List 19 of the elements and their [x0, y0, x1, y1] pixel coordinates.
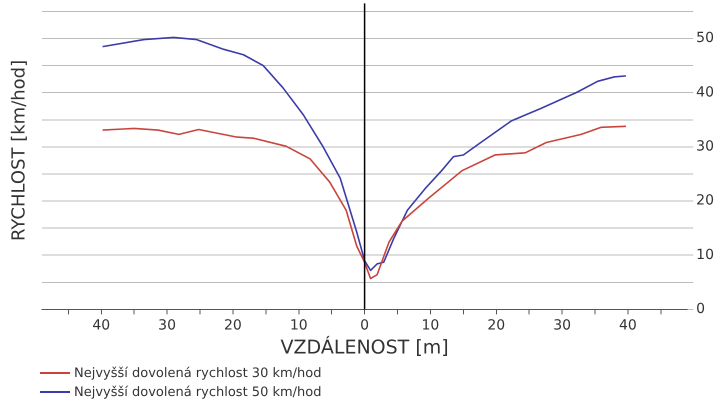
y-tick-label: 30: [696, 138, 714, 154]
x-axis-title: VZDÁLENOST [m]: [280, 336, 449, 359]
legend-label: Nejvyšší dovolená rychlost 50 km/hod: [73, 384, 322, 402]
y-tick-label: 10: [696, 246, 714, 263]
x-tick-label: 0: [360, 317, 370, 334]
x-tick-label: 10: [422, 317, 440, 334]
x-tick-label: 10: [290, 317, 308, 334]
x-tick-label: 40: [92, 317, 110, 334]
y-axis-title: RYCHLOST [km/hod]: [8, 60, 30, 241]
x-tick-label: 30: [553, 317, 572, 334]
y-tick-label: 0: [696, 301, 706, 318]
x-tick-label: 40: [619, 317, 637, 334]
y-tick-label: 40: [696, 84, 714, 100]
y-tick-label: 50: [696, 30, 714, 46]
legend-label: Nejvyšší dovolená rychlost 30 km/hod: [73, 365, 322, 383]
x-tick-label: 20: [487, 317, 506, 334]
x-tick-label: 20: [224, 317, 242, 334]
x-tick-label: 30: [158, 317, 176, 334]
y-tick-label: 20: [696, 192, 714, 209]
